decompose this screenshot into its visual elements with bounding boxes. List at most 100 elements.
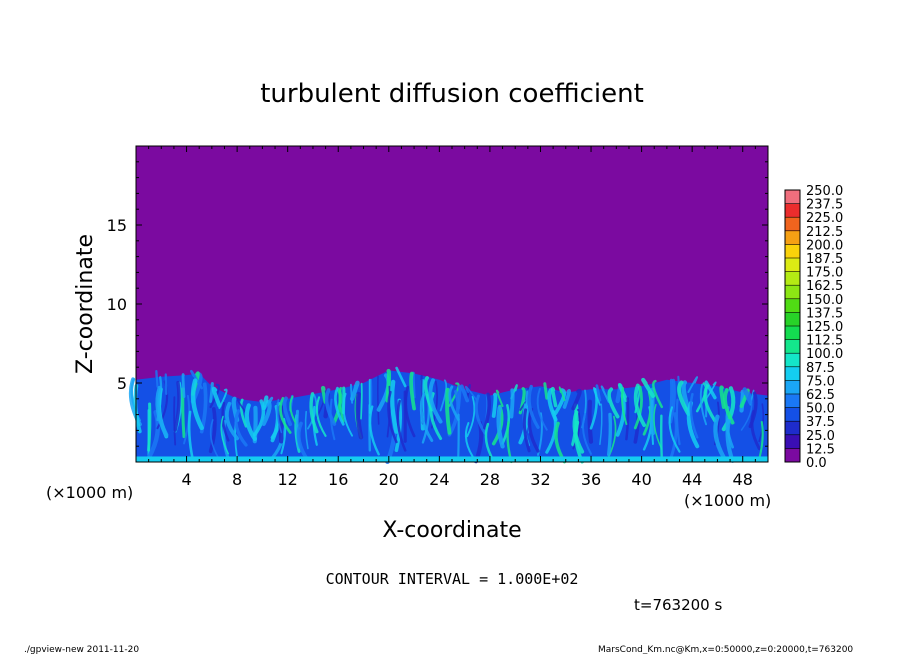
colorbar-swatch (785, 434, 800, 449)
turbulent-filament (617, 383, 629, 403)
turbulent-filament (633, 383, 646, 427)
y-axis: 5 10 15 (107, 161, 768, 447)
colorbar-swatch (785, 298, 800, 313)
turbulent-filament (742, 387, 753, 405)
colorbar-swatch (785, 285, 800, 300)
turbulent-filament (681, 380, 691, 413)
turbulent-filament (342, 392, 354, 437)
turbulent-filament (456, 385, 462, 410)
turbulent-filament (386, 385, 391, 438)
colorbar-swatch (785, 421, 800, 436)
turbulent-filament (155, 385, 169, 438)
turbulent-filament (587, 399, 594, 444)
turbulent-filament (465, 385, 477, 400)
colorbar-swatch (785, 203, 800, 218)
x-tick-label: 20 (379, 470, 399, 489)
turbulent-filament (740, 391, 753, 431)
colorbar-label: 250.0 (806, 184, 843, 199)
colorbar-label: 100.0 (806, 347, 843, 362)
turbulent-filament (527, 384, 540, 429)
y-axis-label: Z-coordinate (73, 234, 98, 374)
turbulent-filament (221, 402, 230, 442)
colorbar-swatch (785, 394, 800, 408)
y-tick-label: 5 (117, 374, 127, 393)
turbulent-filament (276, 398, 283, 434)
turbulent-filament (404, 385, 416, 438)
x-axis: 4 8 12 16 20 24 28 32 36 40 44 48 (148, 146, 756, 489)
turbulent-filament (282, 396, 293, 427)
contour-interval: CONTOUR INTERVAL = 1.000E+02 (326, 570, 579, 588)
x-tick-label: 4 (181, 470, 191, 489)
turbulent-filament (621, 387, 628, 426)
turbulent-filament (625, 397, 630, 441)
turbulent-filament (234, 409, 248, 447)
colorbar-swatch (785, 258, 800, 272)
turbulent-filament (334, 386, 345, 426)
turbulent-filament (395, 366, 407, 388)
x-tick-label: 12 (278, 470, 298, 489)
colorbar-label: 25.0 (806, 429, 835, 444)
turbulent-filament (211, 386, 222, 408)
turbulent-filament (495, 389, 504, 408)
turbulent-filament (360, 382, 363, 420)
colorbar-label: 162.5 (806, 279, 843, 294)
turbulent-filament (660, 414, 663, 462)
colorbar-label: 75.0 (806, 374, 835, 389)
y-tick-label: 15 (107, 216, 127, 235)
turbulent-filament (355, 391, 364, 440)
plot-area (128, 146, 768, 465)
turbulent-filament (496, 405, 505, 449)
colorbar-swatch (785, 217, 800, 232)
turbulent-filament (445, 387, 452, 435)
colorbar-label: 237.5 (806, 198, 843, 213)
x-tick-label: 8 (232, 470, 242, 489)
colorbar-swatch (785, 230, 800, 245)
colorbar-label: 50.0 (806, 402, 835, 417)
turbulent-filament (324, 388, 337, 426)
colorbar-label: 187.5 (806, 252, 843, 267)
turbulent-filament (474, 394, 487, 435)
turbulent-filament (699, 383, 708, 426)
turbulent-filament (244, 403, 257, 441)
turbulent-filament (466, 395, 476, 438)
turbulent-filament (309, 392, 319, 434)
turbulent-filament (669, 378, 676, 424)
colorbar-label: 87.5 (806, 361, 835, 376)
turbulent-filament (509, 388, 515, 419)
turbulent-filament (307, 394, 318, 430)
turbulent-filament (409, 371, 416, 411)
turbulent-filament (236, 397, 247, 414)
turbulent-filament (220, 415, 230, 455)
turbulent-filament (675, 398, 681, 446)
turbulent-filament (387, 390, 398, 444)
x-unit-left: (×1000 m) (46, 483, 133, 502)
turbulent-filament (522, 408, 531, 453)
turbulent-filament (687, 376, 699, 393)
footer-right: MarsCond_Km.nc@Km,x=0:50000,z=0:20000,t=… (598, 645, 853, 654)
colorbar-label: 137.5 (806, 306, 843, 321)
turbulent-filament (419, 392, 434, 442)
x-tick-label: 16 (328, 470, 348, 489)
turbulent-filament (669, 412, 678, 461)
turbulent-filament (677, 380, 691, 416)
turbulent-filament (705, 381, 717, 400)
turbulent-filament (253, 399, 266, 437)
colorbar-label: 225.0 (806, 211, 843, 226)
colorbar: 0.012.525.037.550.062.575.087.5100.0112.… (784, 184, 843, 471)
turbulent-filament (315, 396, 327, 437)
turbulent-filament (633, 385, 643, 430)
turbulent-filament (396, 399, 407, 452)
turbulent-filament (146, 410, 161, 461)
turbulent-filament (164, 373, 168, 395)
turbulent-filament (558, 386, 566, 402)
turbulent-filament (190, 378, 204, 431)
colorbar-label: 150.0 (806, 293, 843, 308)
colorbar-swatch (785, 353, 800, 368)
turbulent-filament (350, 383, 353, 404)
turbulent-filament (719, 385, 726, 409)
x-tick-label: 40 (631, 470, 651, 489)
colorbar-label: 62.5 (806, 388, 835, 403)
colorbar-label: 125.0 (806, 320, 843, 335)
colorbar-swatch (785, 326, 800, 340)
